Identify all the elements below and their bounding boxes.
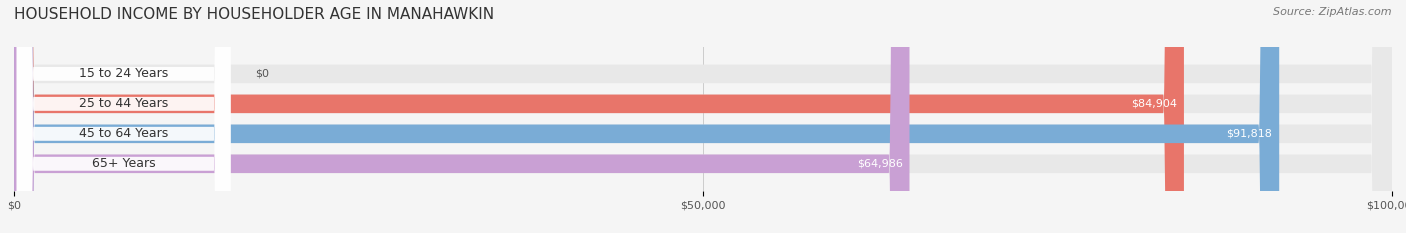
FancyBboxPatch shape	[14, 0, 910, 233]
Text: 65+ Years: 65+ Years	[91, 157, 156, 170]
FancyBboxPatch shape	[17, 0, 231, 233]
FancyBboxPatch shape	[14, 0, 1392, 233]
Text: $0: $0	[256, 69, 269, 79]
Text: 15 to 24 Years: 15 to 24 Years	[79, 67, 169, 80]
FancyBboxPatch shape	[14, 0, 1279, 233]
FancyBboxPatch shape	[14, 0, 1184, 233]
Text: Source: ZipAtlas.com: Source: ZipAtlas.com	[1274, 7, 1392, 17]
Text: $64,986: $64,986	[856, 159, 903, 169]
FancyBboxPatch shape	[14, 0, 1392, 233]
Text: $84,904: $84,904	[1130, 99, 1177, 109]
FancyBboxPatch shape	[14, 0, 1392, 233]
FancyBboxPatch shape	[14, 0, 1392, 233]
FancyBboxPatch shape	[17, 0, 231, 233]
FancyBboxPatch shape	[17, 0, 231, 233]
Text: $91,818: $91,818	[1226, 129, 1272, 139]
FancyBboxPatch shape	[17, 0, 231, 233]
Text: 45 to 64 Years: 45 to 64 Years	[79, 127, 169, 140]
Text: HOUSEHOLD INCOME BY HOUSEHOLDER AGE IN MANAHAWKIN: HOUSEHOLD INCOME BY HOUSEHOLDER AGE IN M…	[14, 7, 494, 22]
Text: 25 to 44 Years: 25 to 44 Years	[79, 97, 169, 110]
